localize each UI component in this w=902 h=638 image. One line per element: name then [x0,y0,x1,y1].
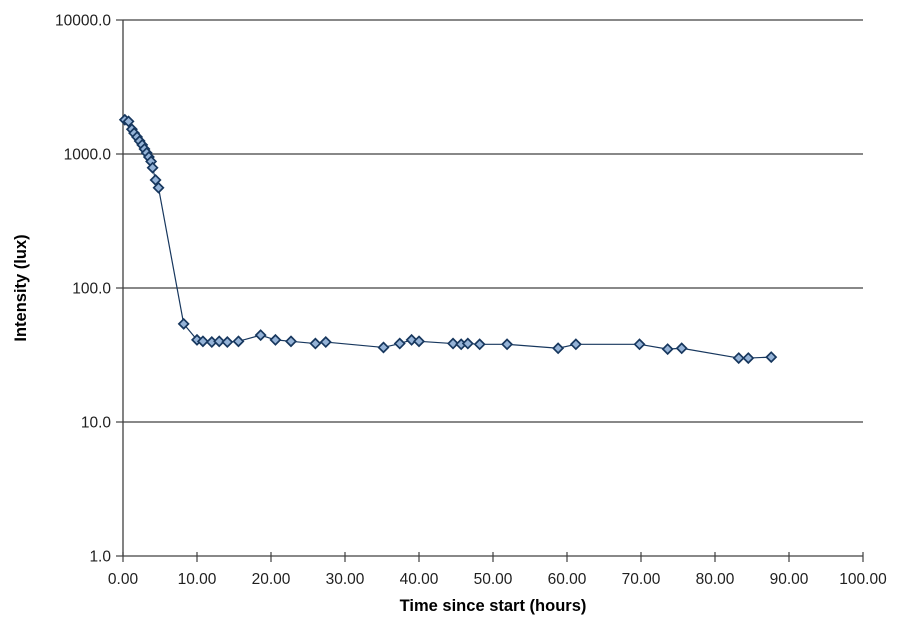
x-tick-label: 70.00 [622,571,661,588]
data-point-marker [213,335,226,348]
data-point-marker [309,337,322,350]
data-point-marker [122,115,135,128]
y-tick-label: 10.0 [81,415,112,432]
y-tick-label: 100.0 [72,281,111,298]
data-point-marker [284,335,297,348]
data-point-marker [412,335,426,348]
series-layer [118,113,778,365]
gridlines-layer [123,19,863,423]
x-tick-label: 90.00 [770,571,809,588]
data-point-marker [552,342,565,355]
data-point-marker [742,352,755,365]
x-tick-label: 30.00 [326,571,365,588]
x-tick-label: 50.00 [474,571,513,588]
data-point-marker [196,335,209,348]
data-point-marker [152,181,165,194]
data-point-marker [232,335,245,348]
data-point-marker [319,336,332,349]
data-point-marker [732,352,745,365]
data-point-marker [675,342,688,355]
data-point-marker [377,341,390,354]
data-point-marker [661,343,674,356]
data-point-marker [269,333,282,346]
data-point-marker [146,161,159,174]
data-point-marker [569,338,582,351]
x-tick-label: 60.00 [548,571,587,588]
y-tick-label: 1.0 [89,549,111,566]
x-tick-label: 20.00 [252,571,291,588]
data-point-marker [461,337,474,350]
y-tick-label: 1000.0 [64,147,112,164]
data-point-marker [177,317,190,330]
data-point-marker [633,338,646,351]
data-point-marker [405,333,418,346]
data-point-marker [447,337,460,350]
tick-labels-layer: 1.0 10.0 100.0 1000.0 10000.0 0.00 10.00 20.00 3… [55,13,887,589]
x-tick-label: 10.00 [178,571,217,588]
data-point-marker [221,336,234,349]
data-point-marker [393,337,406,350]
data-point-marker [473,338,486,351]
x-tick-label: 40.00 [400,571,439,588]
data-point-marker [254,329,267,342]
x-tick-label: 100.00 [839,571,887,588]
series-line [124,119,772,359]
y-axis-title: Intensity (lux) [12,234,30,341]
x-tick-label: 0.00 [108,571,139,588]
data-point-marker [501,338,514,351]
x-tick-label: 80.00 [696,571,735,588]
x-axis-title: Time since start (hours) [400,597,587,615]
y-tick-label: 10000.0 [55,13,111,30]
data-point-marker [765,351,778,364]
axes-layer [116,19,864,562]
